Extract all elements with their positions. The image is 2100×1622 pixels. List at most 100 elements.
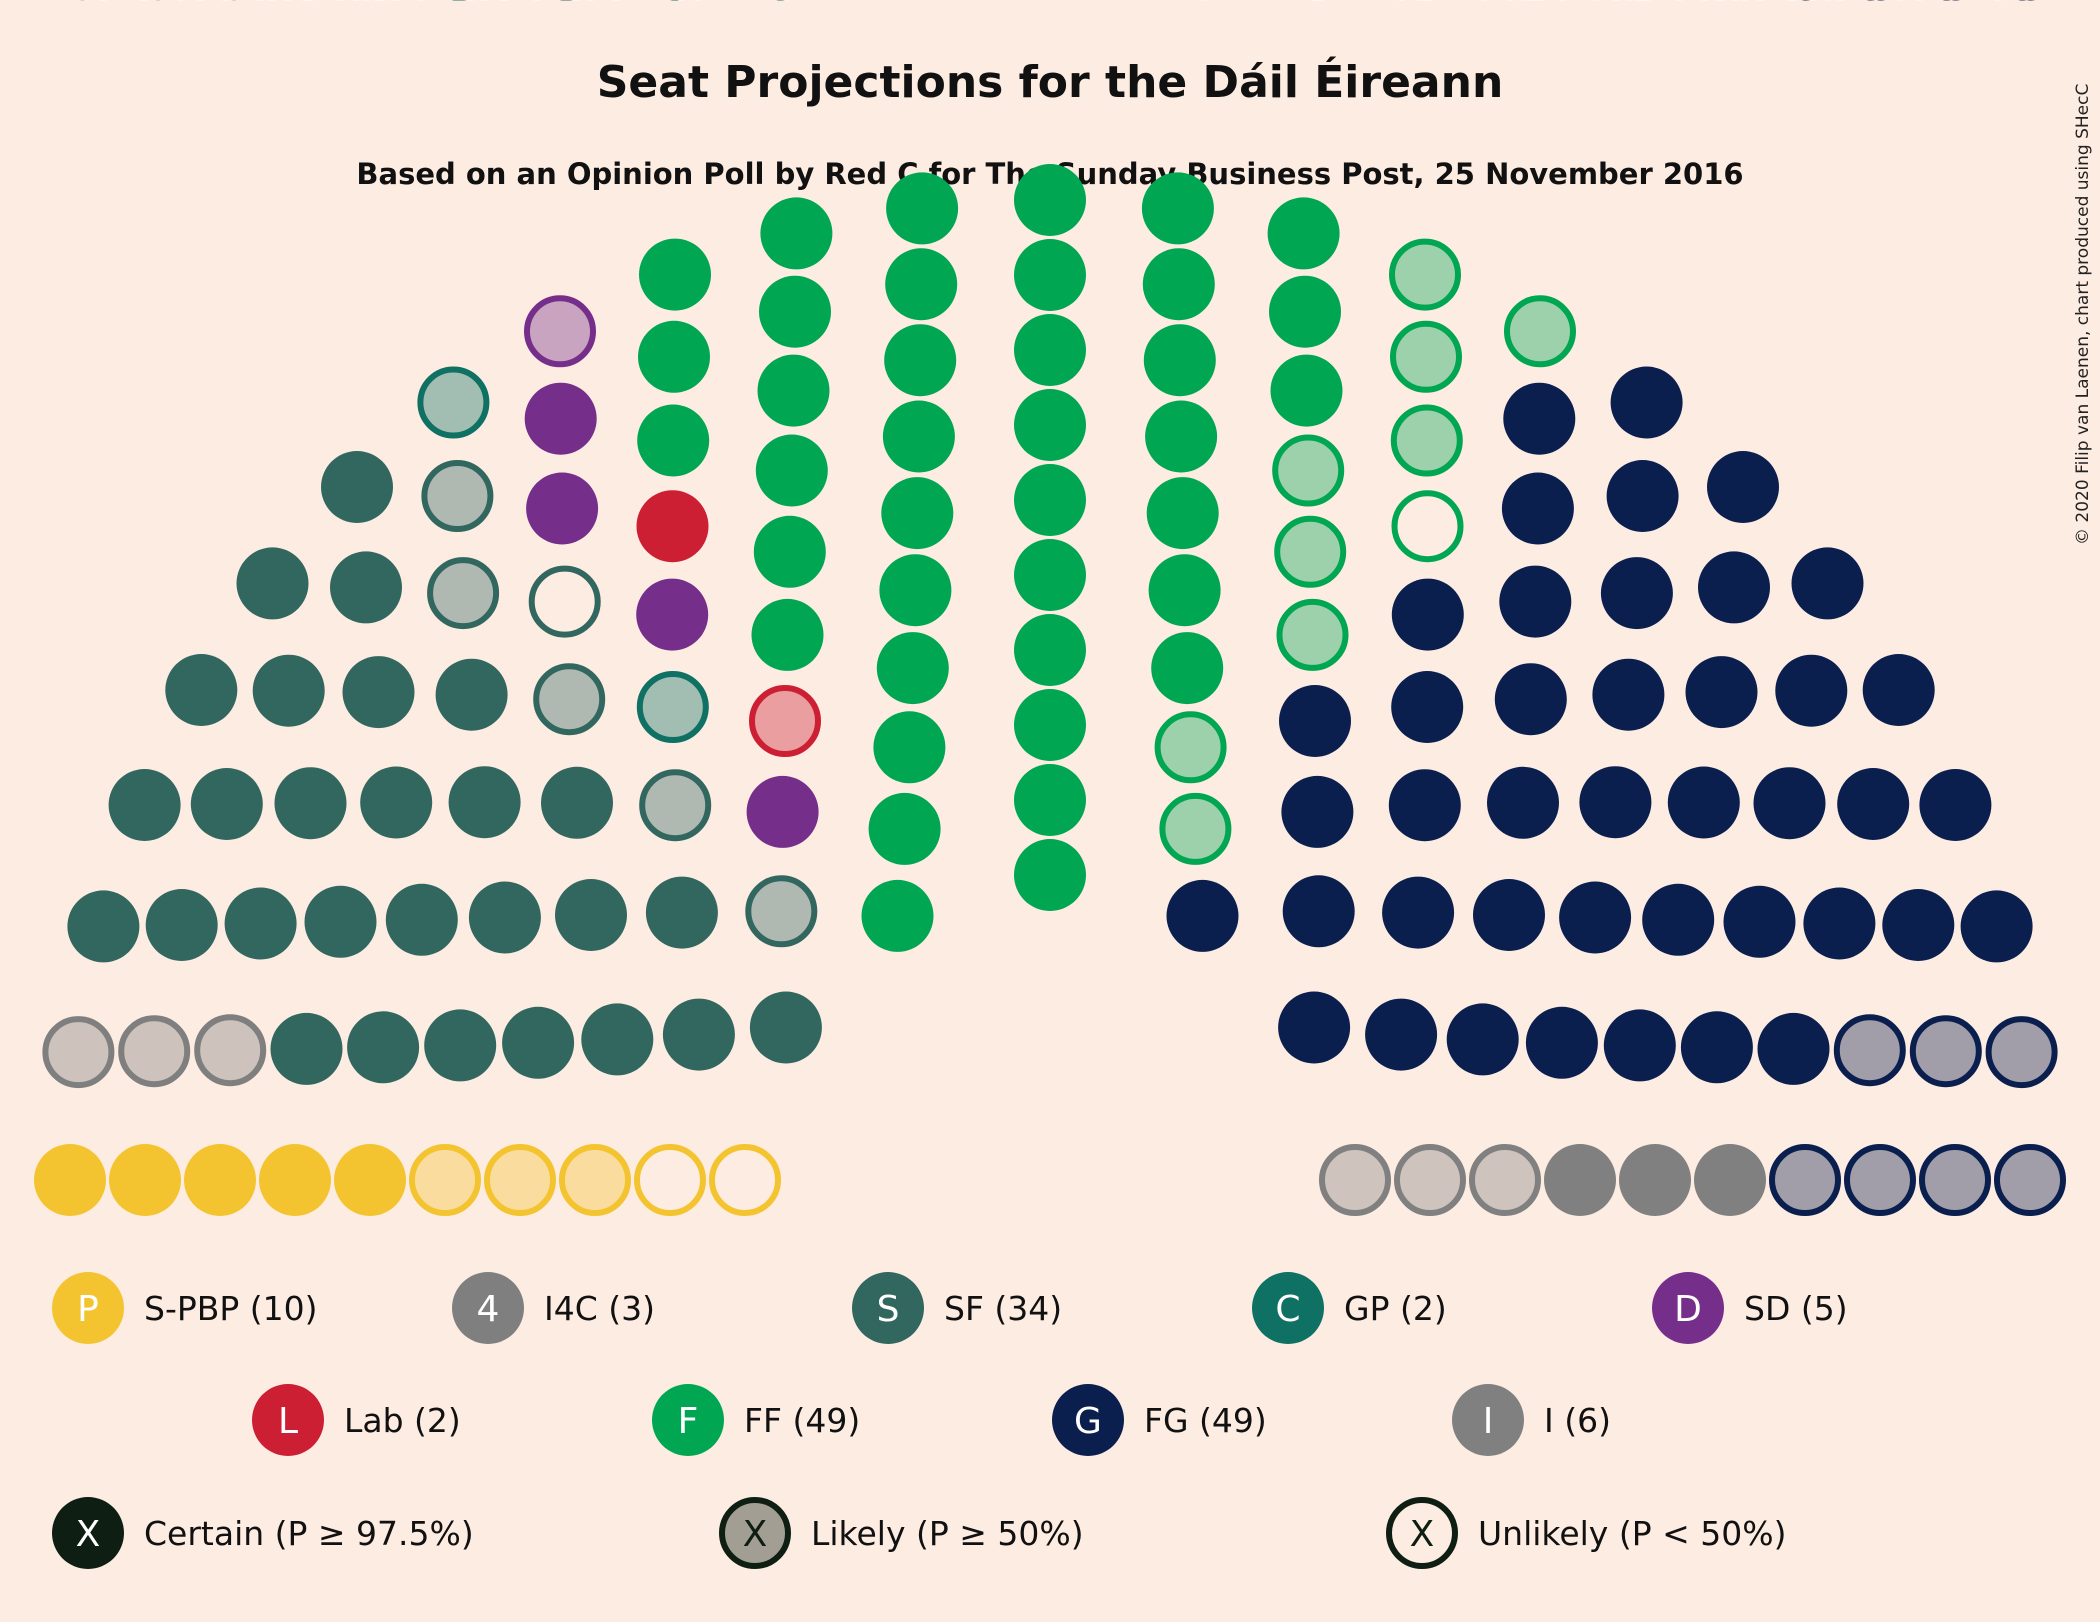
seat-letter: S [580,0,603,9]
seat-circle [1267,197,1340,270]
seat-letter: P [284,0,306,9]
ff-seat-11: F [760,0,833,270]
seat-circle [1606,460,1679,532]
fg-seat-28: G [1559,0,1632,954]
seat-circle [1142,248,1215,321]
ff-seat-24: F [1014,0,1086,611]
seat-circle [885,248,958,321]
seat-circle [1487,766,1559,839]
seat-letter: G [1601,0,1629,9]
seat-letter: F [887,0,908,9]
seat-letter: F [678,1401,699,1442]
seat-letter: L [662,0,682,9]
seat-letter: S [473,0,496,9]
seat-circle [861,879,934,952]
copyright-note: © 2020 Filip van Laenen, chart produced … [2073,84,2093,545]
seat-circle [1757,1012,1830,1085]
lab-seat-1: L [749,0,821,757]
seat-circle [1775,654,1848,727]
fg-seat-11: G [1600,0,1673,630]
seat-circle [1252,1272,1324,1344]
fg-seat-15: G [1698,0,1770,624]
seat-circle [636,490,709,563]
seat-circle [108,769,181,841]
seat-grid: PPPPPPPPPP444SSSSSSSSSSSSSSSSSSSSSSSSSSS… [34,0,2066,1216]
legend-item-s-pbp: P S-PBP (10) [52,1272,318,1344]
ff-seat-36: F [1151,0,1224,705]
seat-letter: G [2008,0,2036,9]
seat-circle [528,565,601,638]
seat-letter: F [899,0,920,9]
legend-item-fg: G FG (49) [1052,1384,1267,1456]
s-pbp-seat-1: P [109,0,181,1216]
seat-circle [34,1144,106,1216]
fg-seat-41: G [1757,0,1830,1085]
seat-letter: F [1171,0,1192,9]
seat-letter: S [372,0,395,9]
ff-seat-32: F [1145,0,1218,473]
sf-seat-13: S [468,0,541,954]
seat-letter: F [779,0,800,9]
seat-letter: G [1414,0,1442,9]
seat-letter: F [1415,0,1436,9]
seat-letter: F [1302,0,1323,9]
seat-circle [852,1272,924,1344]
seat-circle [639,769,712,842]
seat-circle [1680,1011,1753,1084]
seat-circle [1269,275,1341,348]
seat-circle [876,632,949,705]
seat-letter: S [566,0,589,9]
seat-circle [1960,890,2033,963]
fg-seat-32: G [1365,0,1438,1071]
sf-seat-6: S [224,0,297,960]
seat-letter: G [1301,0,1329,9]
fg-seat-37: G [1960,0,2033,963]
seat-circle [524,295,596,368]
seat-letter: P [209,0,231,9]
seat-circle [1148,554,1221,627]
seat-circle [559,1144,631,1216]
seat-letter: I [1350,0,1361,9]
sf-seat-33: S [528,0,601,638]
seat-circle [1390,320,1462,393]
seat-letter: F [1298,0,1319,9]
seat-letter: F [1416,0,1437,9]
ff-seat-13: F [879,0,952,627]
seat-circle [118,1015,191,1088]
status-likely-seat-0: X [719,1497,791,1569]
s-pbp-seat-7: P [559,0,631,1216]
seat-letter: G [1413,0,1441,9]
seat-letter: I [1575,0,1586,9]
seat-letter: F [1168,0,1189,9]
fg-seat-42: G [1833,0,1906,1087]
seat-circle [1394,1144,1466,1216]
sf-seat-21: S [342,0,415,729]
seat-circle [1276,598,1349,671]
seat-circle [719,1497,791,1569]
seat-circle [652,1384,724,1456]
ff-seat-26: F [1014,0,1086,761]
seat-circle [1501,472,1574,545]
seat-circle [452,1272,524,1344]
sf-seat-3: S [67,0,140,963]
seat-letter: S [770,0,793,9]
seat-circle [1882,889,1955,961]
seat-circle [1365,998,1438,1071]
sf-seat-22: S [645,0,718,949]
seat-circle [533,663,606,736]
sf-seat-16: S [360,0,433,839]
seat-letter: G [1387,0,1415,9]
seat-circle [1014,164,1086,236]
ff-seat-22: F [1014,0,1086,461]
seat-circle [751,598,824,671]
seat-letter: F [781,0,802,9]
seat-letter: G [1411,0,1439,9]
sf-seat-7: S [581,0,654,1076]
seat-letter: G [1629,0,1657,9]
ff-seat-9: F [873,0,946,784]
seat-letter: S [558,0,581,9]
seat-circle [760,197,833,270]
sf-seat-19: S [252,0,325,727]
seat-circle [1559,881,1632,954]
fg-seat-10: G [1707,0,1779,523]
